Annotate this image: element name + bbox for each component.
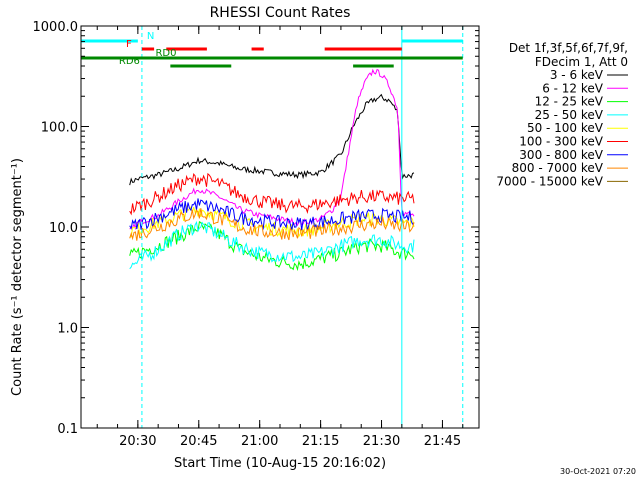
flag-label-f: F [126, 39, 132, 50]
legend-label-4: 50 - 100 keV [527, 121, 604, 135]
x-tick-label-1: 20:45 [180, 434, 217, 449]
plot-area: N F RD0 RD6 [80, 25, 480, 429]
series-line-3 [129, 220, 415, 270]
series-line-2 [129, 221, 415, 272]
legend-label-0: 3 - 6 keV [550, 68, 604, 82]
legend-label-7: 800 - 7000 keV [512, 161, 604, 175]
series-line-5 [129, 172, 415, 216]
y-tick-label-2: 10.0 [49, 221, 78, 236]
legend-label-3: 25 - 50 keV [535, 108, 604, 122]
flag-label-rd6: RD6 [119, 56, 140, 67]
legend-header-detectors: Det 1f,3f,5f,6f,7f,9f, [509, 41, 628, 55]
legend-label-8: 7000 - 15000 keV [496, 174, 603, 188]
flag-label-rd0: RD0 [155, 48, 176, 59]
legend: Det 1f,3f,5f,6f,7f,9f, FDecim 1, Att 0 3… [496, 41, 628, 188]
chart-title: RHESSI Count Rates [210, 5, 351, 21]
legend-label-1: 6 - 12 keV [542, 81, 604, 95]
legend-label-6: 300 - 800 keV [519, 148, 603, 162]
flag-label-n: N [147, 31, 154, 42]
y-tick-label-0: 0.1 [57, 422, 78, 437]
x-tick-label-0: 20:30 [119, 434, 156, 449]
legend-label-2: 12 - 25 keV [535, 95, 604, 109]
series-line-6 [129, 198, 415, 231]
timestamp: 30-Oct-2021 07:20 [560, 467, 636, 476]
x-tick-label-5: 21:45 [424, 434, 461, 449]
y-tick-label-4: 1000.0 [33, 20, 79, 35]
y-tick-label-1: 1.0 [57, 322, 78, 337]
x-tick-label-3: 21:15 [302, 434, 339, 449]
legend-header-fdecim: FDecim 1, Att 0 [535, 55, 628, 69]
x-axis-label: Start Time (10-Aug-15 20:16:02) [174, 456, 386, 471]
y-tick-label-3: 100.0 [41, 121, 78, 136]
series-line-7 [129, 208, 415, 241]
x-tick-label-2: 21:00 [241, 434, 278, 449]
series-line-1 [129, 68, 415, 231]
series-line-0 [129, 93, 415, 186]
y-axis-label: Count Rate (s⁻¹ detector segment⁻¹) [10, 158, 25, 396]
x-tick-label-4: 21:30 [363, 434, 400, 449]
legend-label-5: 100 - 300 keV [519, 135, 603, 149]
